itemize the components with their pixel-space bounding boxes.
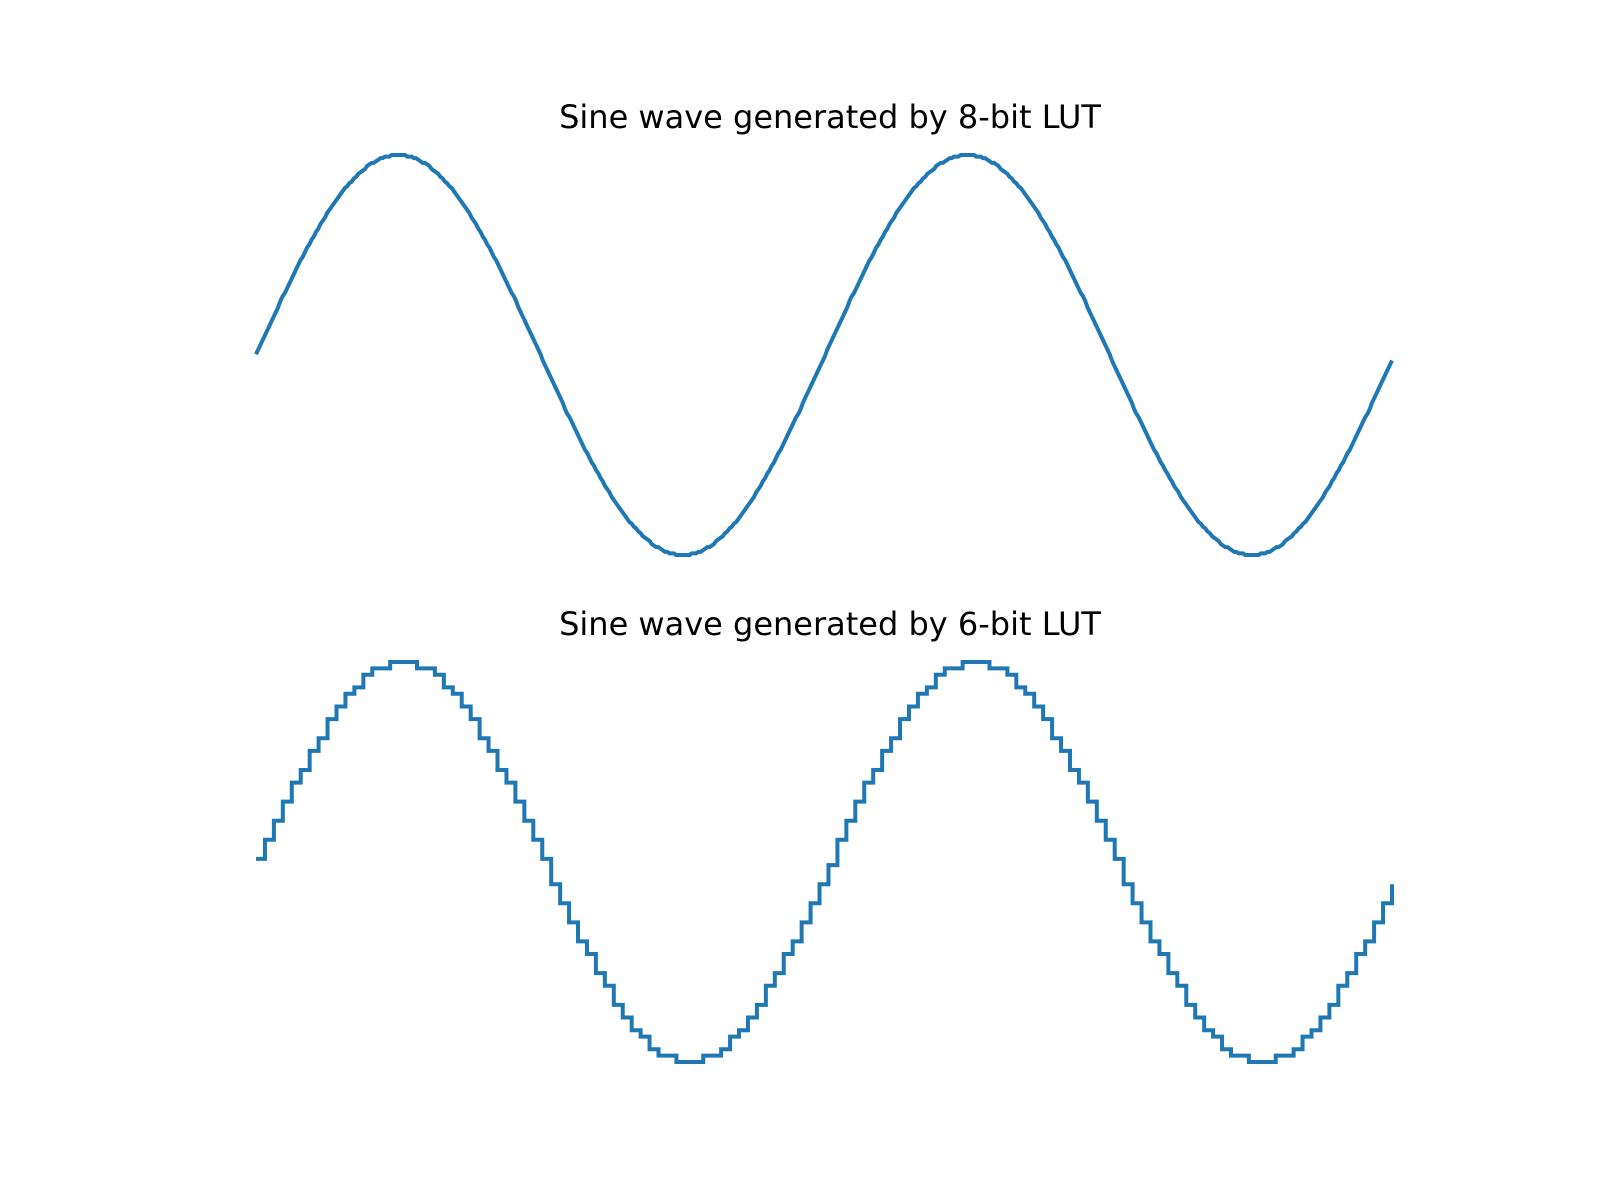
chart-title-6bit: Sine wave generated by 6-bit LUT <box>559 605 1101 643</box>
chart-title-8bit: Sine wave generated by 8-bit LUT <box>559 98 1101 136</box>
series-line-6bit <box>256 660 1394 1064</box>
series-line-8bit <box>254 153 1394 557</box>
series-layer <box>256 660 1394 1064</box>
chart-6-bit-lut: Sine wave generated by 6-bit LUT <box>256 605 1394 1064</box>
chart-8-bit-lut: Sine wave generated by 8-bit LUT <box>254 98 1394 557</box>
series-layer <box>254 153 1394 557</box>
